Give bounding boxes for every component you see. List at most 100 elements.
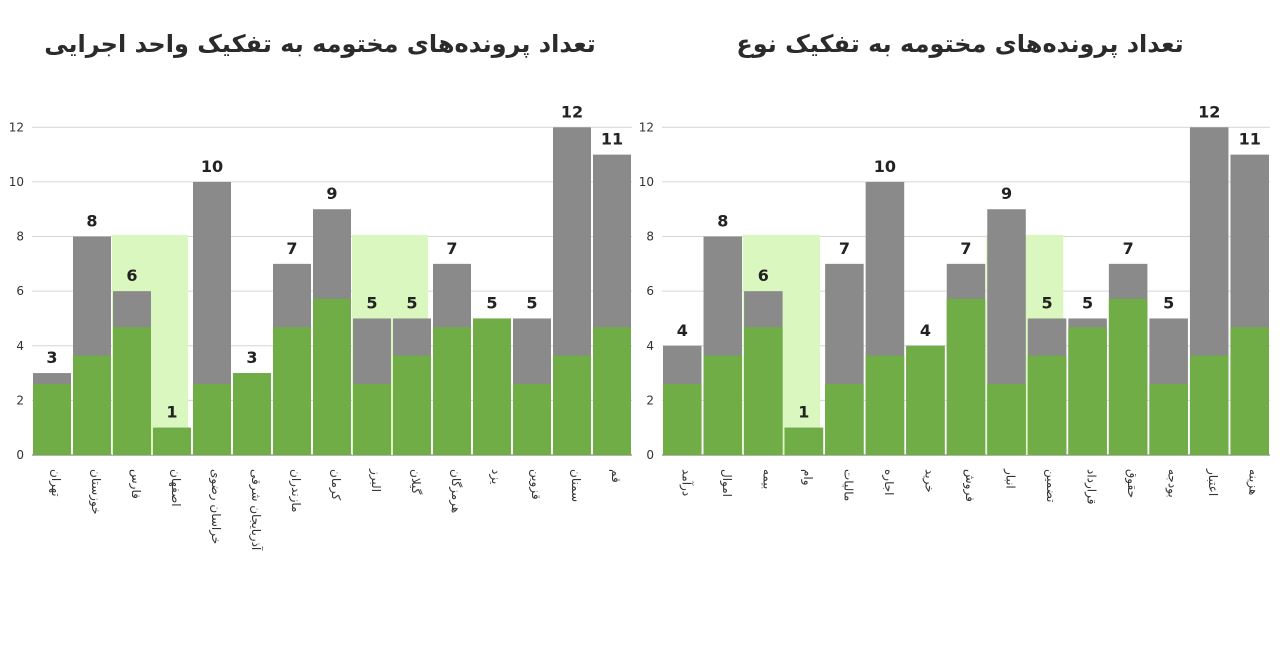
y-tick-label: 6 bbox=[646, 284, 654, 298]
y-tick-label: 12 bbox=[9, 120, 24, 134]
data-label: 7 bbox=[1123, 239, 1134, 258]
bar-segment bbox=[1149, 384, 1188, 455]
x-tick-label: مالیات bbox=[841, 469, 855, 501]
data-label: 9 bbox=[326, 184, 337, 203]
x-tick-label: خوزستان bbox=[88, 469, 103, 515]
bar-segment bbox=[593, 327, 631, 455]
x-tick-label: هرمزگان bbox=[448, 469, 463, 513]
data-label: 7 bbox=[286, 239, 297, 258]
data-label: 5 bbox=[486, 293, 497, 312]
bar-segment bbox=[553, 355, 591, 455]
data-label: 5 bbox=[366, 293, 377, 312]
bar-segment bbox=[744, 327, 783, 455]
data-label: 8 bbox=[86, 212, 97, 231]
y-tick-label: 12 bbox=[640, 120, 654, 134]
y-tick-label: 0 bbox=[646, 448, 654, 462]
x-tick-label: یزد bbox=[488, 469, 503, 484]
x-tick-label: هزینه bbox=[1246, 469, 1261, 495]
data-label: 12 bbox=[561, 102, 583, 121]
data-label: 10 bbox=[201, 157, 223, 176]
bar-segment bbox=[393, 355, 431, 455]
bar-segment bbox=[433, 327, 471, 455]
bar-segment bbox=[153, 427, 191, 455]
x-tick-label: تضمین bbox=[1043, 469, 1058, 502]
data-label: 4 bbox=[920, 321, 931, 340]
data-label: 3 bbox=[246, 348, 257, 367]
bar-segment bbox=[703, 355, 743, 455]
bar-segment bbox=[1068, 327, 1107, 455]
x-tick-label: اموال bbox=[719, 469, 734, 497]
right-chart-title: تعداد پرونده‌های مختومه به تفکیک نوع bbox=[736, 30, 1184, 58]
x-tick-label: البرز bbox=[368, 468, 383, 492]
x-tick-label: بیمه bbox=[760, 469, 774, 489]
bar-segment bbox=[513, 384, 551, 455]
x-tick-label: مازندران bbox=[288, 469, 303, 512]
x-tick-label: سمنان bbox=[569, 469, 583, 502]
data-label: 5 bbox=[526, 293, 537, 312]
x-tick-label: قرارداد bbox=[1084, 469, 1099, 505]
bar-segment bbox=[313, 298, 351, 455]
data-label: 7 bbox=[839, 239, 850, 258]
x-tick-label: تهران bbox=[48, 469, 63, 497]
x-tick-label: آذربایجان شرقی bbox=[248, 469, 264, 551]
data-label: 10 bbox=[874, 157, 896, 176]
y-tick-label: 2 bbox=[16, 393, 24, 407]
right-chart-panel: تعداد پرونده‌های مختومه به تفکیک نوع 0 2 4… bbox=[640, 0, 1280, 661]
data-label: 5 bbox=[1041, 293, 1052, 312]
bar-segment bbox=[473, 318, 511, 455]
y-tick-label: 10 bbox=[640, 175, 654, 189]
y-tick-label: 4 bbox=[646, 339, 654, 353]
x-tick-label: انبار bbox=[1003, 468, 1018, 489]
y-tick-label: 10 bbox=[9, 175, 24, 189]
data-label: 8 bbox=[717, 212, 728, 231]
bar-segment bbox=[113, 327, 151, 455]
bar-segment bbox=[906, 345, 945, 455]
x-tick-label: درآمد bbox=[678, 469, 694, 496]
y-tick-label: 4 bbox=[16, 339, 24, 353]
x-tick-label: وام bbox=[800, 469, 815, 486]
x-tick-label: اصفهان bbox=[169, 469, 183, 507]
x-tick-label: بودجه bbox=[1165, 469, 1180, 498]
bar-segment bbox=[946, 298, 986, 455]
data-label: 11 bbox=[1239, 130, 1261, 149]
x-tick-label: خراسان رضوی bbox=[208, 469, 223, 544]
data-label: 11 bbox=[601, 130, 623, 149]
data-label: 12 bbox=[1198, 102, 1220, 121]
y-tick-label: 8 bbox=[16, 230, 24, 244]
x-tick-label: گیلان bbox=[409, 469, 423, 495]
x-tick-label: قزوین bbox=[528, 469, 543, 500]
y-tick-label: 0 bbox=[16, 448, 24, 462]
x-tick-label: کرمان bbox=[328, 469, 343, 501]
data-label: 1 bbox=[798, 403, 809, 422]
bar-segment bbox=[1027, 355, 1067, 455]
bar-segment bbox=[1230, 327, 1269, 455]
x-tick-label: قم bbox=[609, 469, 623, 483]
data-label: 9 bbox=[1001, 184, 1012, 203]
x-tick-label: فارس bbox=[128, 469, 143, 499]
y-tick-label: 2 bbox=[646, 393, 654, 407]
bar-segment bbox=[233, 373, 271, 455]
data-label: 5 bbox=[1082, 293, 1093, 312]
data-label: 6 bbox=[126, 266, 137, 285]
data-label: 5 bbox=[1163, 293, 1174, 312]
right-bar-chart: 0 2 4 6 8 10 12 4 درآمد 8 اموال 6 بیمه 1 وام 7 مالیات 10 ا… bbox=[640, 102, 1270, 505]
data-label: 7 bbox=[446, 239, 457, 258]
x-tick-label: اجاره bbox=[881, 469, 896, 496]
x-tick-label: حقوق bbox=[1124, 469, 1139, 498]
bar-segment bbox=[865, 355, 905, 455]
bar-segment bbox=[1108, 298, 1148, 455]
bar-segment bbox=[73, 355, 111, 455]
data-label: 4 bbox=[677, 321, 688, 340]
y-tick-label: 8 bbox=[646, 230, 654, 244]
data-label: 5 bbox=[406, 293, 417, 312]
y-tick-label: 6 bbox=[16, 284, 24, 298]
x-tick-label: خرید bbox=[921, 469, 936, 493]
left-chart-panel: تعداد پرونده‌های مختومه به تفکیک واحد اج… bbox=[8, 0, 641, 661]
data-label: 1 bbox=[166, 403, 177, 422]
bar-segment bbox=[33, 384, 71, 455]
data-label: 7 bbox=[960, 239, 971, 258]
bar-segment bbox=[193, 384, 231, 455]
bar-segment bbox=[987, 384, 1026, 455]
bar-segment bbox=[273, 327, 311, 455]
left-chart-title: تعداد پرونده‌های مختومه به تفکیک واحد اج… bbox=[44, 30, 596, 58]
